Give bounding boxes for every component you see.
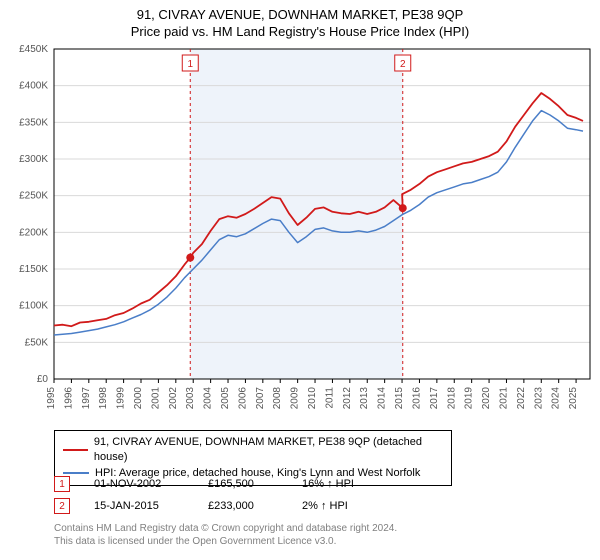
svg-text:2002: 2002 — [168, 386, 179, 409]
svg-text:£100K: £100K — [19, 300, 48, 311]
svg-text:£150K: £150K — [19, 264, 48, 275]
svg-text:2017: 2017 — [429, 386, 440, 409]
svg-text:2004: 2004 — [203, 386, 214, 409]
svg-text:2015: 2015 — [394, 386, 405, 409]
legend-swatch — [63, 472, 89, 474]
svg-text:2021: 2021 — [498, 386, 509, 409]
sale-price: £233,000 — [208, 500, 278, 512]
svg-text:£200K: £200K — [19, 227, 48, 238]
svg-text:2006: 2006 — [237, 386, 248, 409]
sale-price: £165,500 — [208, 478, 278, 490]
footnote-line-1: Contains HM Land Registry data © Crown c… — [54, 522, 397, 535]
svg-text:2009: 2009 — [290, 386, 301, 409]
svg-text:1998: 1998 — [98, 386, 109, 409]
svg-text:£350K: £350K — [19, 117, 48, 128]
line-chart-svg: £0 £50K £100K £150K £200K £250K £300K £350K £400… — [0, 43, 600, 467]
svg-text:2024: 2024 — [551, 386, 562, 409]
svg-text:1999: 1999 — [116, 386, 127, 409]
sale-marker-icon: 2 — [54, 498, 70, 514]
svg-text:£250K: £250K — [19, 190, 48, 201]
sale-row: 1 01-NOV-2002 £165,500 16% ↑ HPI — [54, 476, 382, 492]
svg-text:1: 1 — [187, 59, 193, 70]
svg-text:2014: 2014 — [377, 386, 388, 409]
svg-text:2018: 2018 — [446, 386, 457, 409]
svg-text:1995: 1995 — [46, 386, 57, 409]
footnote-line-2: This data is licensed under the Open Gov… — [54, 535, 397, 548]
chart-area: £0 £50K £100K £150K £200K £250K £300K £350K £400… — [0, 43, 600, 423]
chart-title: 91, CIVRAY AVENUE, DOWNHAM MARKET, PE38 … — [0, 0, 600, 24]
svg-text:£400K: £400K — [19, 80, 48, 91]
legend-swatch — [63, 449, 88, 451]
svg-text:2022: 2022 — [516, 386, 527, 409]
sale-date: 01-NOV-2002 — [94, 478, 184, 490]
svg-text:2016: 2016 — [411, 386, 422, 409]
sale-pct: 2% ↑ HPI — [302, 500, 382, 512]
svg-text:£50K: £50K — [25, 337, 49, 348]
sale-pct: 16% ↑ HPI — [302, 478, 382, 490]
svg-text:2020: 2020 — [481, 386, 492, 409]
sale-date: 15-JAN-2015 — [94, 500, 184, 512]
sale-row: 2 15-JAN-2015 £233,000 2% ↑ HPI — [54, 498, 382, 514]
svg-text:1997: 1997 — [81, 386, 92, 409]
chart-subtitle: Price paid vs. HM Land Registry's House … — [0, 24, 600, 43]
svg-text:2005: 2005 — [220, 386, 231, 409]
svg-text:£300K: £300K — [19, 154, 48, 165]
svg-text:2: 2 — [400, 59, 406, 70]
svg-text:£450K: £450K — [19, 44, 48, 55]
svg-text:2001: 2001 — [150, 386, 161, 409]
svg-text:1996: 1996 — [63, 386, 74, 409]
svg-text:2012: 2012 — [342, 386, 353, 409]
svg-text:2003: 2003 — [185, 386, 196, 409]
svg-text:2025: 2025 — [568, 386, 579, 409]
footnote: Contains HM Land Registry data © Crown c… — [54, 522, 397, 548]
svg-text:2019: 2019 — [464, 386, 475, 409]
svg-text:2013: 2013 — [359, 386, 370, 409]
svg-text:2008: 2008 — [272, 386, 283, 409]
svg-text:2000: 2000 — [133, 386, 144, 409]
legend-label: 91, CIVRAY AVENUE, DOWNHAM MARKET, PE38 … — [94, 435, 443, 466]
legend-item: 91, CIVRAY AVENUE, DOWNHAM MARKET, PE38 … — [63, 435, 443, 466]
svg-text:2007: 2007 — [255, 386, 266, 409]
sale-marker-icon: 1 — [54, 476, 70, 492]
svg-text:2010: 2010 — [307, 386, 318, 409]
svg-text:2023: 2023 — [533, 386, 544, 409]
svg-text:£0: £0 — [37, 374, 49, 385]
sales-table: 1 01-NOV-2002 £165,500 16% ↑ HPI 2 15-JAN-201… — [54, 476, 382, 520]
svg-text:2011: 2011 — [324, 386, 335, 408]
